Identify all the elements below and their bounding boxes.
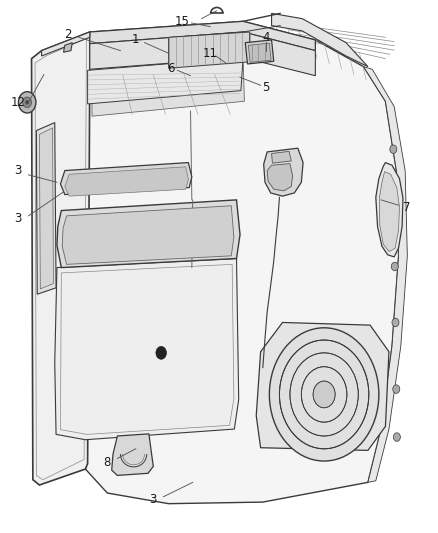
Text: 7: 7 bbox=[403, 201, 410, 214]
Polygon shape bbox=[90, 21, 315, 51]
Circle shape bbox=[393, 385, 400, 393]
Circle shape bbox=[393, 433, 400, 441]
Polygon shape bbox=[112, 434, 153, 475]
Text: 4: 4 bbox=[262, 31, 270, 44]
Circle shape bbox=[18, 92, 36, 113]
Text: 1: 1 bbox=[132, 34, 140, 46]
Text: 12: 12 bbox=[11, 96, 26, 109]
Polygon shape bbox=[264, 148, 303, 196]
Circle shape bbox=[392, 318, 399, 327]
Polygon shape bbox=[32, 32, 90, 485]
Polygon shape bbox=[364, 67, 407, 482]
Circle shape bbox=[390, 198, 398, 207]
Circle shape bbox=[269, 328, 379, 461]
Polygon shape bbox=[88, 58, 243, 104]
Circle shape bbox=[156, 346, 166, 359]
Text: 3: 3 bbox=[14, 212, 21, 225]
Circle shape bbox=[313, 381, 335, 408]
Polygon shape bbox=[379, 172, 399, 252]
Text: 2: 2 bbox=[64, 28, 72, 41]
Circle shape bbox=[390, 145, 397, 154]
Polygon shape bbox=[57, 200, 240, 268]
Text: 8: 8 bbox=[104, 456, 111, 469]
Text: 3: 3 bbox=[150, 494, 157, 506]
Polygon shape bbox=[62, 206, 234, 264]
Polygon shape bbox=[272, 13, 368, 67]
Polygon shape bbox=[267, 164, 293, 191]
Circle shape bbox=[391, 262, 398, 271]
Polygon shape bbox=[64, 43, 72, 52]
Polygon shape bbox=[81, 21, 399, 504]
Polygon shape bbox=[55, 259, 239, 440]
Polygon shape bbox=[376, 163, 403, 257]
Polygon shape bbox=[39, 128, 53, 289]
Text: 6: 6 bbox=[167, 62, 175, 75]
Polygon shape bbox=[245, 40, 274, 64]
Circle shape bbox=[23, 97, 32, 108]
Polygon shape bbox=[36, 123, 56, 294]
Polygon shape bbox=[248, 43, 271, 62]
Polygon shape bbox=[92, 60, 244, 116]
Polygon shape bbox=[65, 167, 188, 196]
Polygon shape bbox=[90, 32, 315, 76]
Polygon shape bbox=[272, 151, 291, 163]
Text: 15: 15 bbox=[174, 15, 189, 28]
Text: 11: 11 bbox=[203, 47, 218, 60]
Text: 3: 3 bbox=[14, 164, 21, 177]
Text: 5: 5 bbox=[263, 82, 270, 94]
Polygon shape bbox=[169, 32, 250, 68]
Polygon shape bbox=[42, 32, 90, 56]
Circle shape bbox=[25, 100, 29, 104]
Polygon shape bbox=[256, 322, 389, 450]
Polygon shape bbox=[60, 163, 192, 195]
